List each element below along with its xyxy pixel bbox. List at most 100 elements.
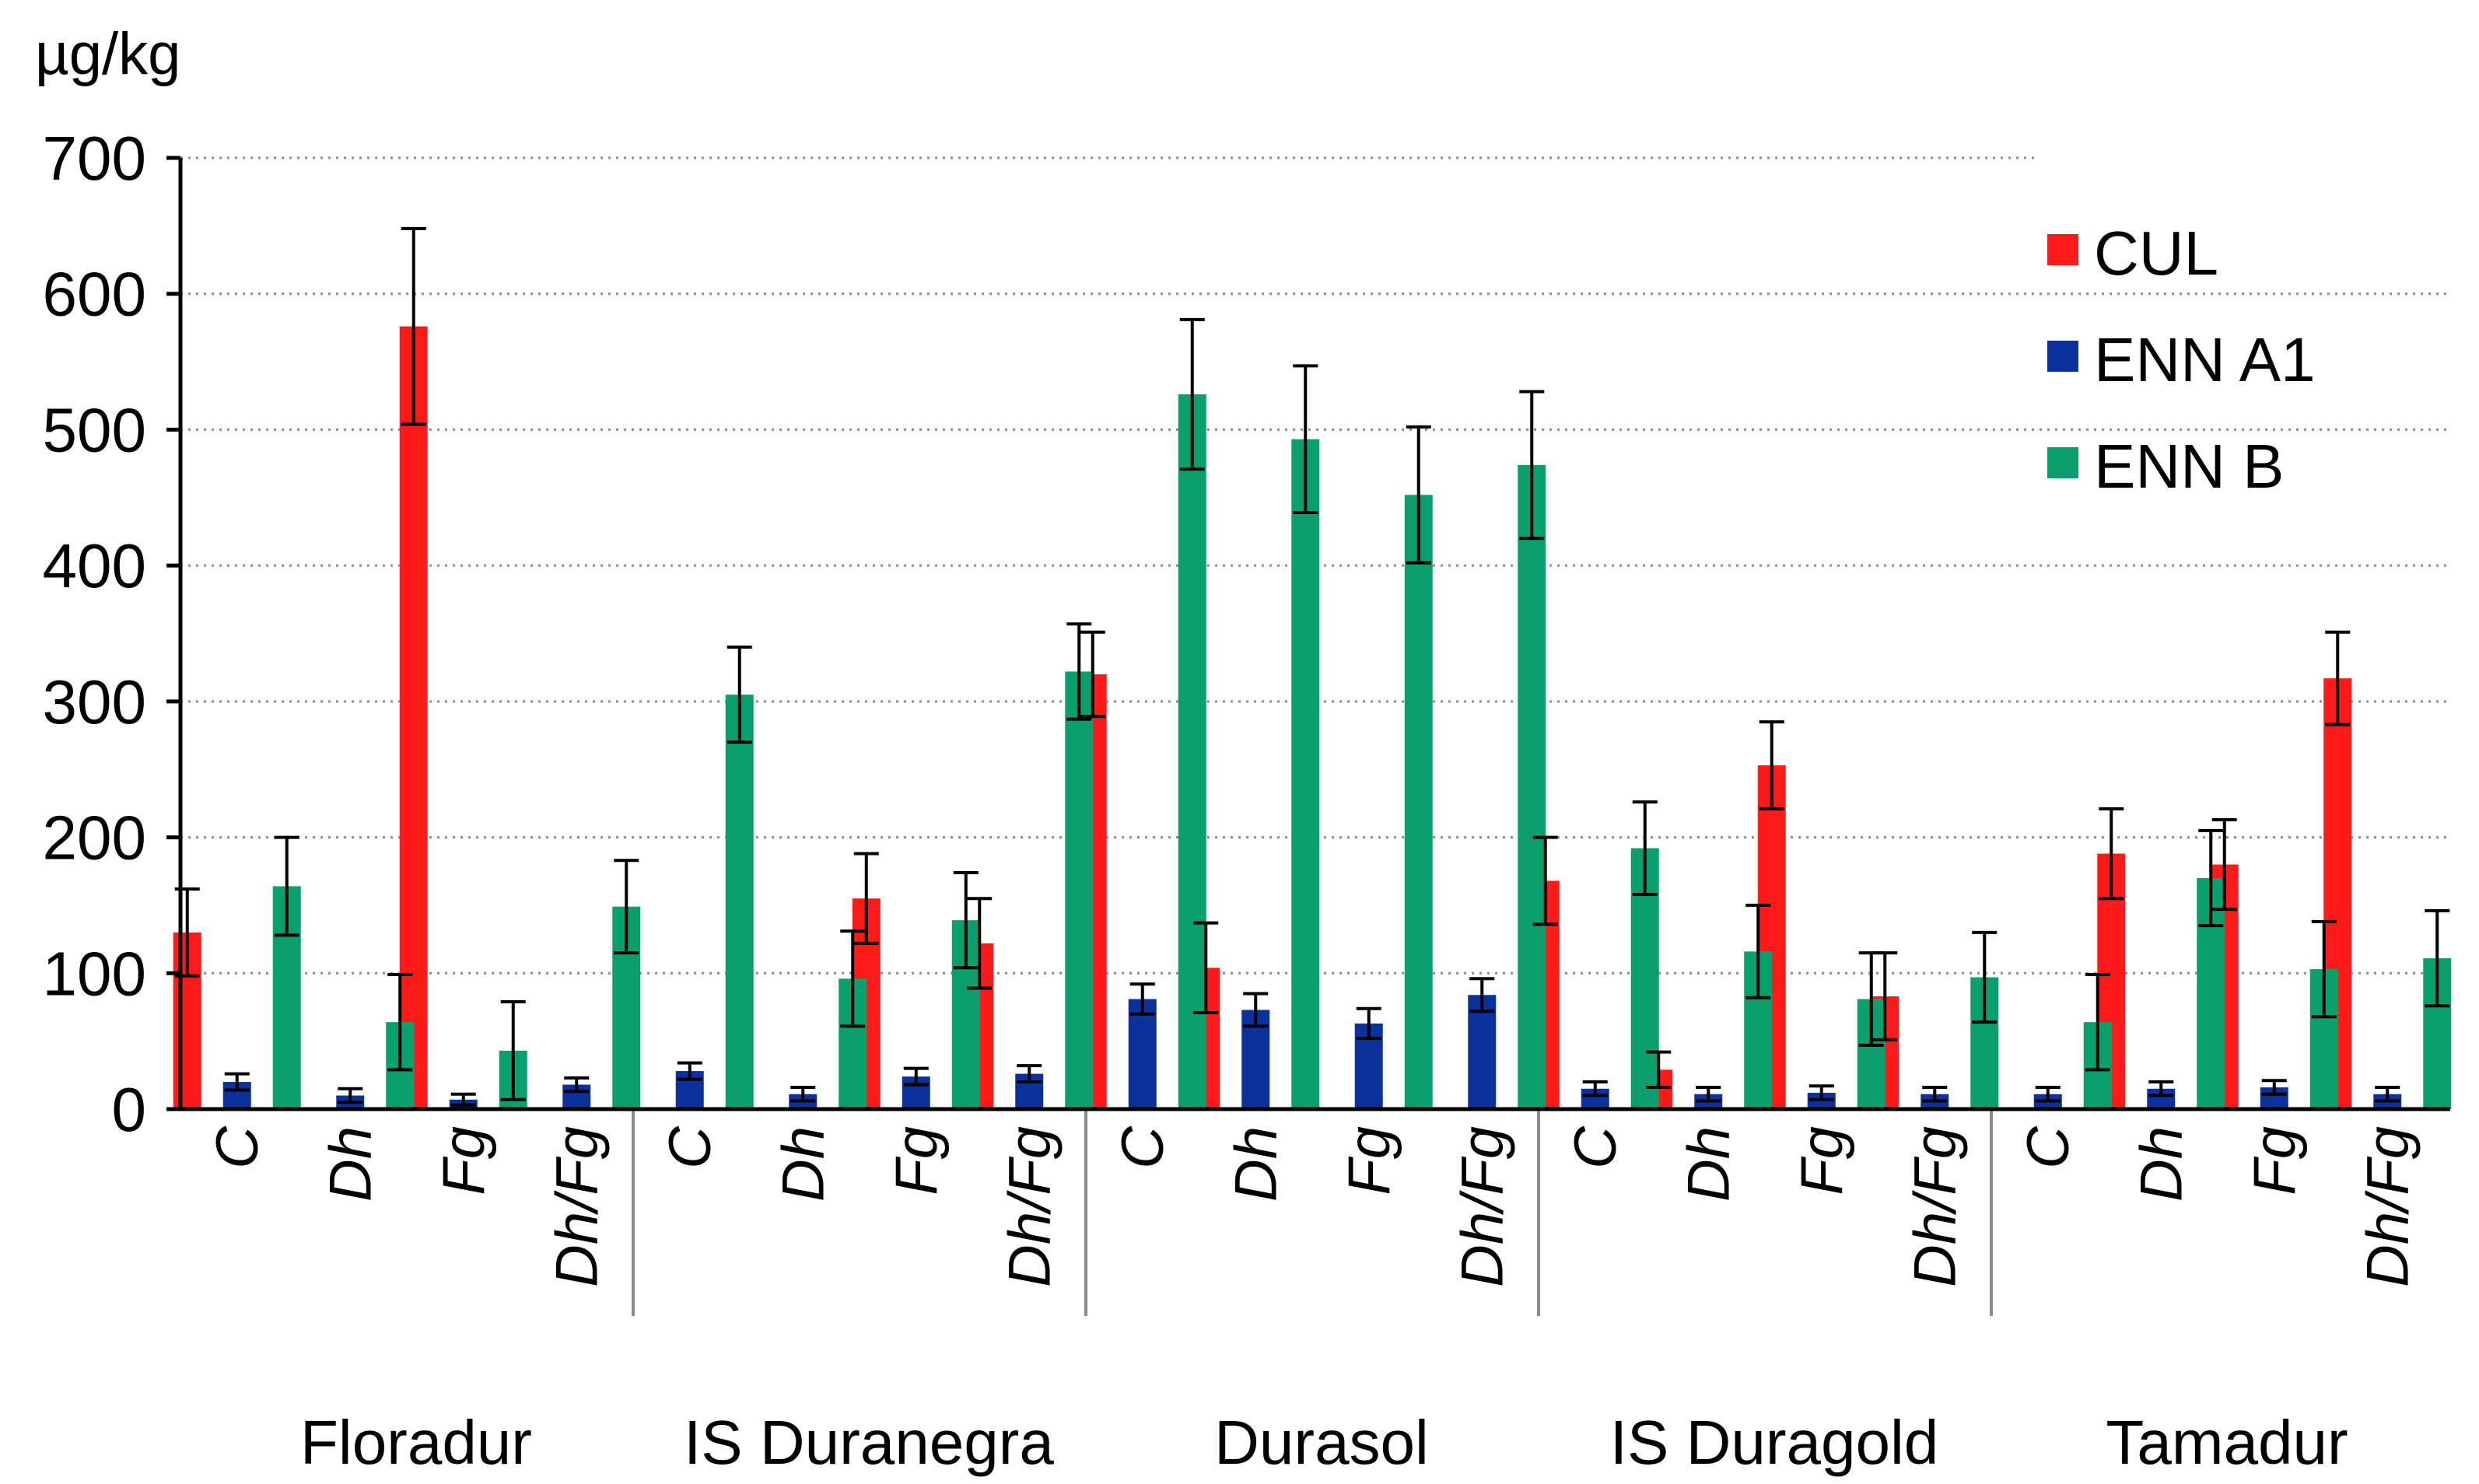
error-bar-enn-a1-tamadur-c (2035, 1086, 2061, 1103)
x-tick-label: Dh (1675, 1126, 1742, 1202)
x-tick-label: C (657, 1125, 723, 1169)
bar-enn-b-durasol-c (1178, 394, 1206, 1109)
x-tick-label: Fg (431, 1126, 497, 1195)
x-tick-label: Dh (317, 1126, 383, 1202)
error-bar-cul-tamadur-dh (2099, 807, 2124, 901)
y-axis-unit-label: µg/kg (35, 21, 180, 87)
legend-swatch-enn-a1 (2047, 341, 2078, 372)
error-bar-enn-a1-durasol-dh (1243, 992, 1269, 1028)
error-bar-cul-tamadur-fg (2211, 817, 2237, 912)
error-bar-enn-b-durasol-c (1179, 317, 1205, 471)
error-bar-cul-durasol-dh (1193, 921, 1219, 1014)
bar-enn-b-is-duranegra-c (725, 695, 754, 1109)
group-label-is-duragold: IS Duragold (1610, 1408, 1938, 1477)
y-tick-label: 500 (43, 395, 146, 464)
error-bar-enn-b-durasol-fg (1406, 425, 1431, 565)
x-tick-label: Dh/Fg (544, 1126, 610, 1287)
error-bar-enn-a1-tamadur-dh (2148, 1080, 2174, 1097)
error-bar-enn-a1-floradur-dh (338, 1087, 363, 1104)
bar-cul-floradur-fg (399, 326, 428, 1109)
error-bar-enn-b-floradur-dh (387, 973, 413, 1072)
x-tick-label: C (1563, 1125, 1629, 1169)
group-separators (632, 1109, 1993, 1316)
bar-enn-b-durasol-dh (1291, 439, 1320, 1109)
error-bar-enn-a1-durasol-dh-fg (1469, 977, 1495, 1013)
error-bar-enn-b-is-duranegra-c (727, 645, 752, 744)
error-bar-enn-b-is-duragold-fg (1858, 951, 1884, 1047)
error-bar-enn-b-tamadur-fg (2311, 919, 2337, 1019)
error-bar-enn-b-is-duragold-dh (1745, 903, 1771, 999)
error-bar-cul-floradur-fg (401, 226, 426, 426)
x-tick-label: Fg (1336, 1126, 1402, 1195)
error-bar-enn-b-durasol-dh (1293, 364, 1318, 515)
error-bar-enn-b-tamadur-c (2085, 973, 2110, 1072)
error-bar-cul-is-duragold-dh (1646, 1050, 1672, 1090)
x-tick-label: Fg (2242, 1126, 2308, 1195)
error-bar-enn-a1-is-duranegra-dh-fg (1017, 1064, 1042, 1084)
bar-enn-b-durasol-fg (1404, 495, 1433, 1109)
error-bar-enn-a1-durasol-c (1129, 982, 1155, 1016)
bar-enn-b-durasol-dh-fg (1518, 464, 1546, 1109)
bar-enn-a1-durasol-c (1128, 999, 1157, 1109)
group-label-durasol: Durasol (1214, 1408, 1429, 1477)
x-tick-labels: C Dh Fg Dh/Fg C Dh Fg Dh/Fg C Dh Fg Dh/Fg C Dh Fg Dh/Fg… (205, 1125, 2421, 1287)
x-tick-label: Dh (2128, 1126, 2194, 1202)
legend-label-enn-a1: ENN A1 (2094, 325, 2316, 394)
group-labels: Floradur IS Duranegra Durasol IS Duragold Ta… (300, 1408, 2348, 1477)
x-tick-label: C (2015, 1125, 2082, 1169)
legend-label-enn-b: ENN B (2094, 432, 2285, 501)
error-bar-cul-tamadur-dh-fg (2325, 630, 2351, 726)
grid-lines (180, 156, 2450, 975)
error-bar-enn-b-floradur-fg (500, 999, 526, 1101)
x-tick-label: Dh/Fg (1902, 1126, 1968, 1287)
bar-enn-b-is-duranegra-dh-fg (1065, 671, 1094, 1109)
y-tick-label: 700 (43, 124, 146, 193)
legend-swatch-cul (2047, 234, 2078, 265)
error-bar-enn-b-floradur-dh-fg (614, 859, 639, 955)
error-bar-enn-a1-floradur-dh-fg (564, 1076, 590, 1094)
error-bar-cul-is-duranegra-fg (853, 852, 879, 945)
y-tick-label: 200 (43, 803, 146, 873)
bar-enn-a1-durasol-dh-fg (1468, 995, 1497, 1109)
error-bar-enn-b-tamadur-dh (2198, 828, 2224, 928)
error-bar-cul-durasol-c (1080, 630, 1105, 719)
y-tick-labels: 0 100 200 300 400 500 600 700 (43, 124, 180, 1144)
error-bar-enn-a1-is-duragold-dh-fg (1922, 1086, 1948, 1103)
error-bar-enn-a1-is-duragold-c (1582, 1080, 1608, 1097)
group-label-is-duranegra: IS Duranegra (684, 1408, 1054, 1477)
y-tick-label: 300 (43, 667, 146, 737)
x-tick-label: Fg (1789, 1126, 1855, 1195)
error-bar-enn-b-is-duranegra-dh (840, 929, 866, 1028)
error-bar-enn-a1-durasol-fg (1356, 1006, 1381, 1041)
error-bar-cul-is-duragold-c (1532, 835, 1558, 926)
error-bar-enn-b-is-duragold-c (1632, 800, 1658, 896)
error-bar-enn-a1-is-duranegra-dh (790, 1086, 816, 1103)
error-bar-enn-a1-tamadur-fg (2261, 1079, 2287, 1096)
error-bar-cul-is-duragold-fg (1759, 720, 1784, 810)
error-bar-enn-a1-is-duranegra-c (677, 1061, 702, 1081)
legend: CUL ENN A1 ENN B (2047, 219, 2316, 501)
x-tick-label: C (1110, 1125, 1176, 1169)
group-label-floradur: Floradur (300, 1408, 532, 1477)
error-bar-enn-a1-floradur-c (224, 1072, 250, 1092)
error-bar-enn-b-is-duranegra-dh-fg (1066, 622, 1092, 721)
legend-swatch-enn-b (2047, 447, 2078, 478)
x-tick-label: Dh/Fg (2355, 1126, 2421, 1287)
x-tick-label: Dh/Fg (1449, 1126, 1515, 1287)
x-tick-label: Fg (884, 1126, 950, 1195)
error-bar-enn-a1-floradur-fg (450, 1092, 476, 1107)
error-bar-enn-a1-is-duragold-dh (1696, 1086, 1721, 1103)
error-bar-enn-b-is-duranegra-fg (953, 871, 979, 970)
x-tick-label: Dh (770, 1126, 836, 1202)
group-label-tamadur: Tamadur (2106, 1408, 2348, 1477)
y-tick-label: 0 (112, 1075, 147, 1144)
y-tick-label: 600 (43, 260, 146, 329)
x-tick-label: C (205, 1125, 271, 1169)
error-bar-cul-is-duranegra-dh-fg (967, 897, 993, 990)
legend-label-cul: CUL (2094, 219, 2218, 288)
y-tick-label: 100 (43, 939, 146, 1008)
error-bar-enn-b-tamadur-dh-fg (2425, 908, 2450, 1008)
error-bar-enn-a1-tamadur-dh-fg (2375, 1086, 2400, 1103)
error-bar-enn-a1-is-duragold-fg (1808, 1084, 1834, 1101)
